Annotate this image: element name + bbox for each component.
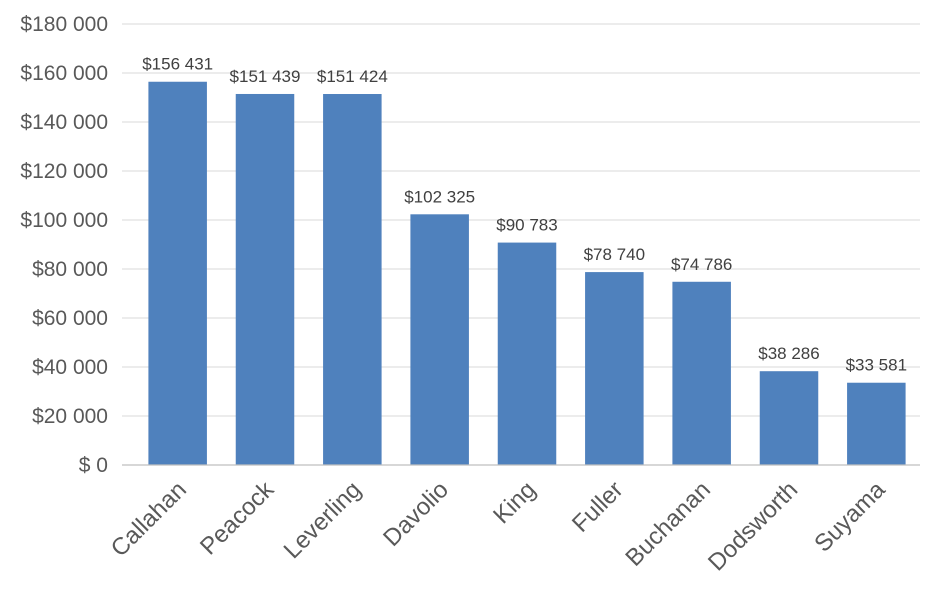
y-tick-label: $40 000	[32, 356, 108, 379]
x-axis-category-labels: Callahan Peacock Leverling Davolio King Fulle…	[106, 475, 891, 576]
data-labels: $156 431 $151 439 $151 424 $102 325 $90 783 $…	[142, 55, 907, 375]
data-label: $90 783	[496, 216, 557, 235]
data-label: $156 431	[142, 55, 213, 74]
category-label: Dodsworth	[703, 476, 803, 576]
bar-buchanan	[672, 281, 731, 465]
category-label: King	[488, 476, 541, 529]
data-label: $38 286	[758, 344, 819, 363]
y-tick-label: $180 000	[20, 13, 108, 36]
y-tick-label: $ 0	[79, 454, 108, 477]
category-label: Leverling	[279, 476, 367, 564]
bar-davolio	[410, 214, 469, 465]
data-label: $151 424	[317, 67, 388, 86]
category-label: Peacock	[195, 475, 280, 560]
y-tick-label: $60 000	[32, 307, 108, 330]
data-label: $78 740	[584, 245, 645, 264]
data-label: $151 439	[230, 67, 301, 86]
bars	[148, 81, 906, 465]
category-label: Suyama	[809, 476, 891, 558]
data-label: $102 325	[404, 187, 475, 206]
category-label: Davolio	[378, 476, 454, 552]
y-tick-label: $100 000	[20, 209, 108, 232]
data-label: $74 786	[671, 255, 732, 274]
y-tick-label: $80 000	[32, 258, 108, 281]
bar-king	[497, 242, 557, 465]
bar-fuller	[585, 272, 644, 465]
bar-dodsworth	[759, 371, 819, 465]
category-label: Callahan	[106, 476, 192, 562]
category-label: Buchanan	[620, 476, 716, 572]
y-tick-label: $120 000	[20, 160, 108, 183]
bar-suyama	[847, 382, 906, 465]
category-label: Fuller	[567, 476, 629, 538]
y-tick-label: $20 000	[32, 405, 108, 428]
bar-leverling	[323, 94, 382, 465]
y-tick-label: $160 000	[20, 62, 108, 85]
bar-peacock	[235, 93, 295, 465]
y-tick-label: $140 000	[20, 111, 108, 134]
data-label: $33 581	[846, 356, 907, 375]
y-axis-tick-labels: $ 0 $20 000 $40 000 $60 000 $80 000 $100 000 $…	[20, 13, 108, 477]
bar-callahan	[148, 81, 207, 465]
